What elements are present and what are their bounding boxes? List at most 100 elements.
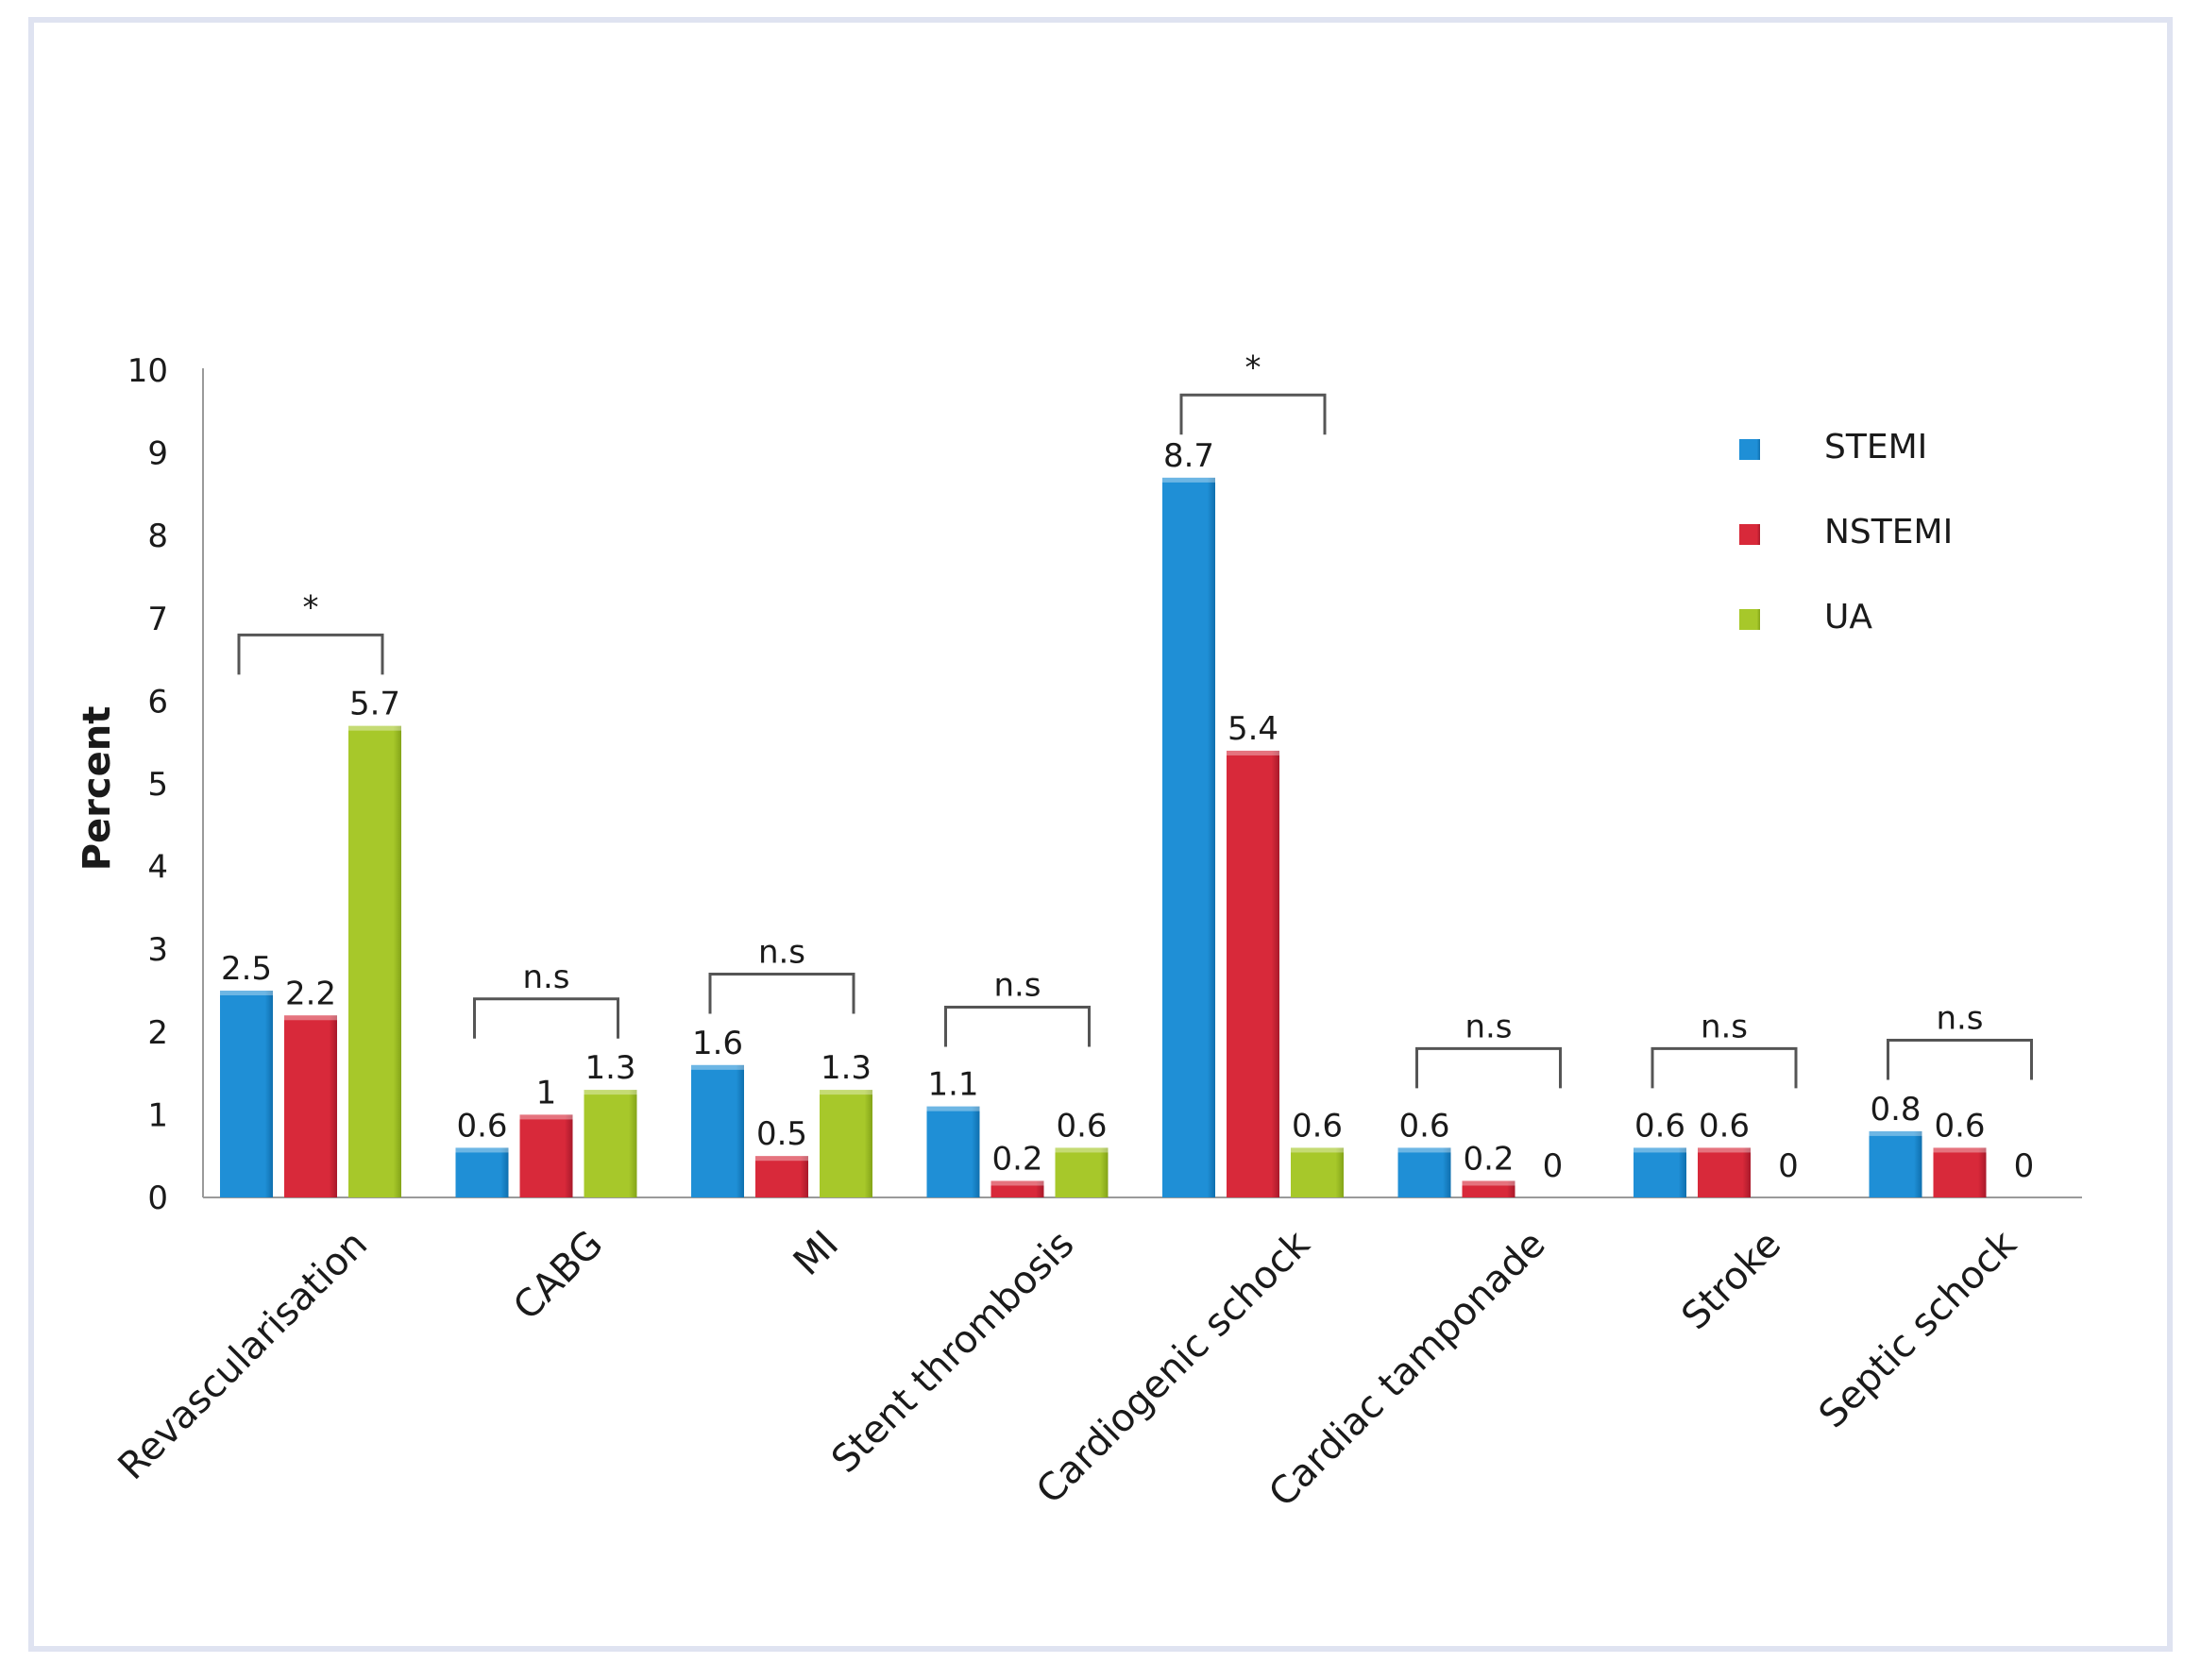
legend-swatch-nstemi [1739,524,1760,545]
bar-highlight [348,725,401,731]
data-label: 0.6 [1398,1107,1449,1145]
y-tick-label: 3 [147,931,168,969]
data-label: 0.6 [1934,1107,1985,1145]
data-label: 2.5 [221,950,272,988]
bar-highlight [584,1090,637,1095]
data-label: 0.8 [1870,1091,1921,1128]
data-label: 5.7 [349,686,400,723]
data-label: 1.1 [927,1066,978,1104]
bar-stemi [691,1064,744,1197]
y-tick-label: 9 [147,435,168,473]
bar-ua [584,1090,637,1197]
significance-label: n.s [522,959,569,996]
bar-nstemi [1462,1180,1515,1197]
bar-nstemi [1227,750,1279,1197]
category-label: Revascularisation [110,1223,377,1489]
category-label: Cardiogenic schock [1028,1222,1319,1513]
significance-label: n.s [993,967,1041,1005]
bar-nstemi [990,1180,1044,1197]
y-tick-label: 6 [147,683,168,721]
bar-highlight [1698,1147,1751,1153]
y-tick-label: 2 [147,1014,168,1052]
legend-label: NSTEMI [1824,513,1953,552]
bar-highlight [926,1106,980,1112]
bar-ua [348,725,401,1197]
data-label: 0.6 [1634,1107,1685,1145]
significance-bracket [1887,1039,2033,1080]
category-label: CABG [505,1223,611,1329]
bar-nstemi [519,1114,573,1197]
data-label: 0 [2014,1147,2035,1185]
legend-swatch-stemi [1739,439,1760,460]
significance-label: n.s [1701,1008,1748,1045]
bar-highlight [220,991,273,995]
bar-stemi [926,1106,980,1197]
bar-stemi [1162,477,1215,1197]
bar-highlight [1397,1147,1451,1153]
category-label: Septic schock [1811,1222,2025,1436]
significance-bracket [237,633,384,675]
bar-stemi [455,1147,509,1197]
data-label: 0.6 [456,1107,507,1145]
bar-highlight [755,1156,808,1162]
legend-swatch-ua [1739,609,1760,630]
y-tick-label: 10 [127,352,168,390]
y-tick-label: 8 [147,518,168,555]
legend-label: UA [1824,598,1872,636]
bar-stemi [1869,1130,1922,1197]
data-label: 0 [1778,1147,1799,1185]
data-label: 0.6 [1056,1107,1107,1145]
data-label: 1.3 [821,1049,872,1087]
bar-ua [1291,1147,1344,1197]
y-tick-label: 4 [147,849,168,887]
bar-stemi [1397,1147,1451,1197]
data-label: 1.6 [692,1025,743,1062]
bar-highlight [1462,1180,1515,1186]
bar-highlight [1162,477,1215,483]
data-label: 0 [1543,1147,1564,1185]
bar-highlight [1291,1147,1344,1153]
significance-label: * [1245,348,1261,386]
data-label: 0.6 [1699,1107,1750,1145]
bar-highlight [1055,1147,1109,1153]
bar-nstemi [1933,1147,1987,1197]
significance-label: n.s [1465,1008,1512,1045]
significance-bracket [1415,1046,1562,1089]
data-label: 2.2 [285,975,336,1012]
y-tick-label: 0 [147,1179,168,1217]
significance-bracket [473,997,619,1039]
bar-ua [1055,1147,1109,1197]
significance-label: * [303,588,319,626]
significance-bracket [1651,1046,1798,1089]
category-label: MI [786,1223,847,1284]
data-label: 0.6 [1292,1107,1343,1145]
bar-nstemi [755,1156,808,1197]
y-tick-label: 5 [147,766,168,804]
data-label: 8.7 [1163,437,1214,475]
bar-highlight [820,1090,872,1095]
legend-label: STEMI [1824,428,1927,467]
significance-bracket [708,972,855,1014]
bar-highlight [519,1114,573,1120]
data-label: 1 [536,1074,557,1112]
y-tick-label: 7 [147,601,168,638]
category-label: Stroke [1673,1223,1789,1339]
bar-highlight [1227,750,1279,755]
data-label: 0.2 [991,1140,1042,1178]
category-label: Stent thrombosis [823,1223,1082,1482]
bar-nstemi [284,1015,337,1197]
y-axis-label: Percent [76,706,119,872]
data-label: 1.3 [584,1049,635,1087]
significance-bracket [1179,393,1327,435]
bar-nstemi [1698,1147,1751,1197]
data-label: 0.5 [756,1115,807,1153]
significance-label: n.s [1936,1000,1983,1038]
bar-highlight [1634,1147,1686,1153]
bar-ua [820,1090,872,1197]
data-label: 5.4 [1227,710,1278,748]
bar-highlight [1933,1147,1987,1153]
data-label: 0.2 [1463,1140,1514,1178]
bar-stemi [220,991,273,1197]
bar-highlight [691,1064,744,1070]
